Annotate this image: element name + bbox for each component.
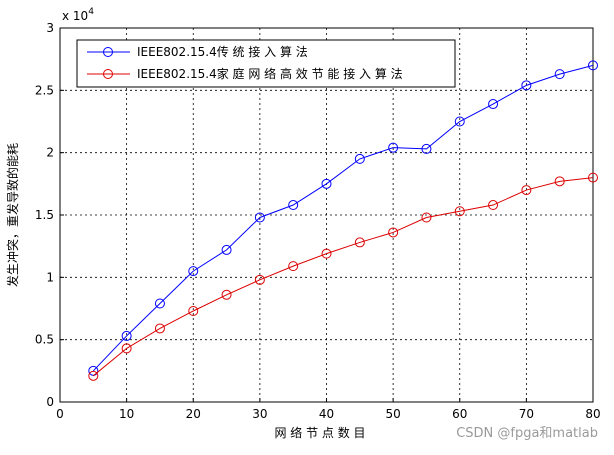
series-2-point — [221, 289, 232, 300]
series-1-point — [321, 178, 332, 189]
series-1-point — [288, 200, 299, 211]
x-tick-label: 10 — [119, 407, 134, 421]
series-2-point — [588, 172, 598, 183]
grid-lines — [60, 28, 593, 402]
series-2-point — [554, 176, 565, 187]
x-tick-label: 20 — [186, 407, 201, 421]
series-1-point — [554, 69, 565, 80]
series-2-point — [321, 248, 332, 259]
series-1-point — [488, 99, 499, 110]
data-series — [88, 60, 598, 381]
series-2-point — [288, 261, 299, 272]
x-tick-label: 50 — [385, 407, 400, 421]
y-tick-label: 1.5 — [35, 208, 54, 222]
y-tick-label: 0 — [46, 395, 54, 409]
y-axis-multiplier: x 104 — [62, 7, 94, 23]
series-2-point — [454, 206, 465, 217]
series-2-point — [188, 305, 199, 316]
x-tick-label: 70 — [519, 407, 534, 421]
series-2-point — [488, 200, 499, 211]
y-axis-label: 发生冲突，重发导致的能耗 — [5, 143, 20, 287]
y-tick-label: 2 — [46, 146, 54, 160]
series-2-line — [92, 177, 594, 377]
legend-label-series-1: IEEE802.15.4传 统 接 入 算 法 — [137, 44, 308, 59]
x-tick-label: 80 — [585, 407, 600, 421]
series-2-point — [421, 212, 432, 223]
legend-label-series-2: IEEE802.15.4家 庭 网 络 高 效 节 能 接 入 算 法 — [137, 66, 403, 81]
series-1-point — [188, 266, 199, 277]
series-1-point — [421, 143, 432, 154]
series-1-point — [354, 153, 365, 164]
series-1-point — [388, 142, 399, 153]
series-2-point — [88, 370, 99, 381]
series-2-point — [154, 323, 165, 334]
y-tick-label: 1 — [46, 270, 54, 284]
legend-box — [76, 39, 456, 88]
y-tick-label: 3 — [46, 21, 54, 35]
series-1-point — [221, 244, 232, 255]
x-tick-label: 0 — [56, 407, 64, 421]
series-1-point — [154, 298, 165, 309]
series-2-point — [121, 343, 132, 354]
x-tick-label: 30 — [252, 407, 267, 421]
series-1-point — [521, 80, 532, 91]
watermark: CSDN @fpga和matlab — [456, 426, 598, 441]
series-2-point — [254, 274, 265, 285]
series-2-point — [388, 227, 399, 238]
y-tick-label: 2.5 — [35, 83, 54, 97]
y-tick-label: 0.5 — [35, 333, 54, 347]
legend-marker-series-1 — [103, 47, 113, 57]
series-1-point — [254, 212, 265, 223]
x-tick-label: 40 — [319, 407, 334, 421]
y-axis-ticks: 0 0.5 1 1.5 2 2.5 3 — [35, 21, 64, 409]
x-axis-ticks: 0 10 20 30 40 50 60 70 80 — [56, 398, 601, 421]
series-1-line — [92, 64, 594, 372]
series-1-point — [454, 116, 465, 127]
x-tick-label: 60 — [452, 407, 467, 421]
series-1-point — [588, 60, 598, 71]
legend: IEEE802.15.4传 统 接 入 算 法 IEEE802.15.4家 庭 … — [76, 39, 456, 88]
series-2-point — [521, 185, 532, 196]
series-1-point — [121, 330, 132, 341]
legend-marker-series-2 — [103, 69, 113, 79]
series-2-point — [354, 237, 365, 248]
x-axis-label: 网 络 节 点 数 目 — [274, 425, 365, 440]
